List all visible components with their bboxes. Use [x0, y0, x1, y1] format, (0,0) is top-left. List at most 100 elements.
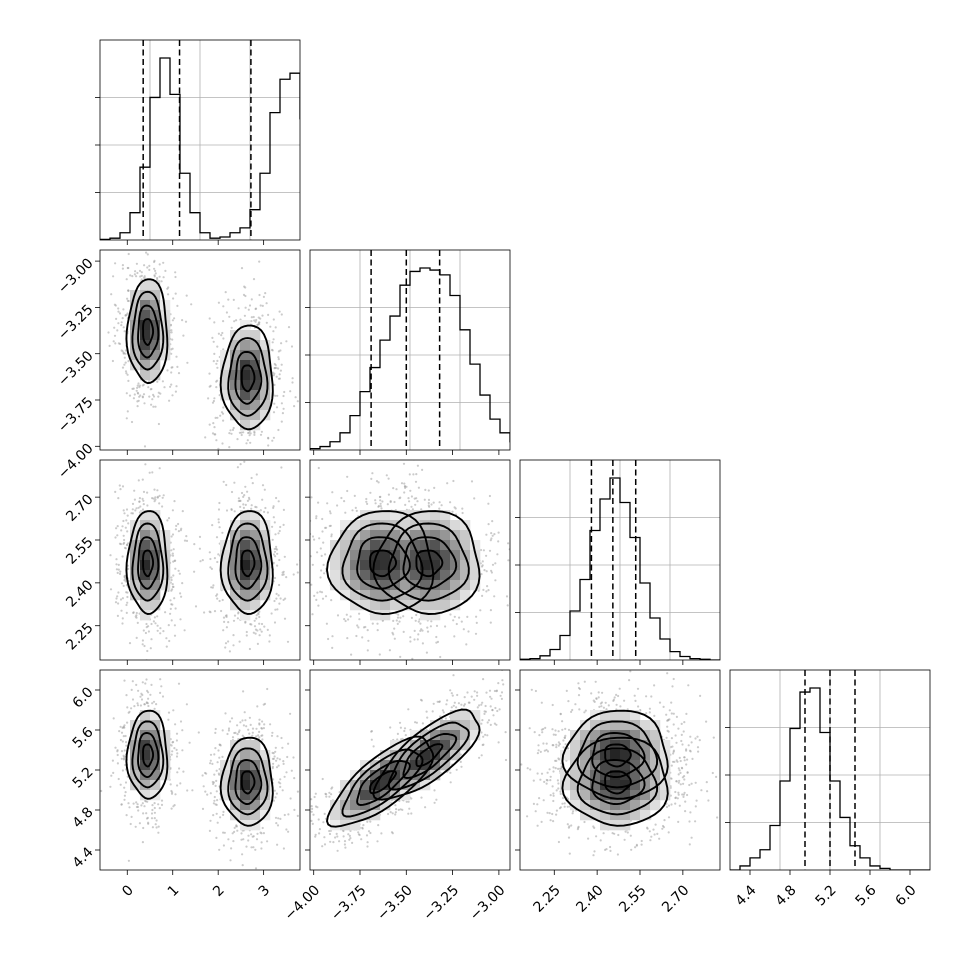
- density-cell: [240, 580, 251, 591]
- sample-point: [112, 717, 115, 720]
- x-tick-label: 0: [119, 882, 137, 900]
- sample-point: [340, 496, 343, 500]
- axes-frame: [309, 249, 511, 451]
- density-cell: [440, 760, 451, 771]
- sample-point: [126, 530, 129, 533]
- density-cell: [610, 710, 621, 721]
- density-cell: [240, 750, 251, 761]
- sample-point: [557, 730, 560, 733]
- sample-point: [319, 547, 322, 550]
- sample-point: [677, 727, 680, 730]
- sample-point: [125, 741, 128, 744]
- sample-point: [678, 756, 681, 760]
- density-cell: [660, 780, 671, 791]
- sample-point: [561, 796, 565, 800]
- sample-point: [404, 503, 407, 506]
- sample-point: [453, 635, 456, 638]
- y-tick-label: −3.50: [55, 348, 97, 390]
- sample-point: [248, 647, 251, 651]
- sample-point: [446, 482, 449, 485]
- sample-point: [533, 731, 536, 734]
- sample-point: [488, 494, 491, 498]
- density-cell: [430, 610, 441, 621]
- sample-point: [221, 442, 224, 445]
- density-cell: [410, 750, 421, 761]
- sample-point: [175, 732, 179, 735]
- sample-point: [519, 666, 521, 668]
- sample-point: [280, 736, 283, 740]
- sample-point: [367, 830, 371, 833]
- sample-point: [395, 619, 398, 622]
- density-cell: [620, 790, 631, 801]
- sample-point: [433, 436, 435, 438]
- sample-point: [481, 743, 484, 747]
- y-tick-label: −3.25: [55, 302, 97, 344]
- sample-point: [171, 585, 174, 589]
- contour-line: [227, 747, 269, 816]
- contour-line: [341, 748, 424, 818]
- density-cell: [350, 800, 361, 811]
- sample-point: [358, 612, 361, 615]
- density-cell: [140, 310, 151, 321]
- sample-point: [363, 457, 365, 459]
- sample-point: [162, 261, 165, 264]
- density-cell: [240, 390, 251, 401]
- sample-point: [230, 326, 233, 329]
- density-cell: [370, 770, 381, 781]
- density-cell: [460, 710, 471, 721]
- sample-point: [609, 845, 612, 849]
- sample-point: [153, 275, 156, 278]
- sample-point: [455, 768, 458, 771]
- sample-point: [126, 706, 129, 709]
- sample-point: [233, 830, 236, 834]
- sample-point: [230, 432, 233, 435]
- sample-point: [119, 570, 122, 573]
- sample-point: [414, 721, 417, 724]
- density-cell: [260, 780, 271, 791]
- sample-point: [219, 414, 222, 417]
- sample-point: [215, 790, 218, 793]
- sample-point: [578, 708, 581, 711]
- sample-point: [123, 724, 126, 727]
- sample-point: [117, 591, 120, 594]
- density-cell: [430, 730, 441, 741]
- sample-point: [267, 436, 270, 439]
- sample-point: [177, 530, 180, 533]
- sample-point: [254, 307, 257, 311]
- sample-point: [558, 742, 562, 746]
- sample-point: [171, 603, 174, 606]
- density-cell: [140, 520, 151, 531]
- sample-point: [310, 819, 313, 823]
- density-cell: [150, 780, 161, 791]
- sample-point: [142, 393, 146, 396]
- sample-point: [159, 691, 162, 695]
- sample-point: [633, 694, 636, 697]
- sample-point: [452, 619, 455, 622]
- sample-point: [489, 705, 492, 708]
- sample-point: [272, 762, 275, 765]
- sample-point: [561, 728, 564, 731]
- sample-point: [679, 783, 682, 786]
- density-cell: [580, 750, 591, 761]
- sample-point: [213, 795, 216, 799]
- sample-point: [561, 720, 564, 723]
- density-cell: [140, 590, 151, 601]
- density-cell: [260, 370, 271, 381]
- sample-point: [283, 555, 286, 558]
- sample-point: [617, 694, 620, 698]
- sample-point: [571, 708, 574, 712]
- density-cell: [630, 780, 641, 791]
- sample-point: [170, 366, 173, 369]
- y-tick-label: 2.55: [63, 534, 96, 567]
- sample-point: [491, 534, 494, 537]
- density-cell: [450, 580, 461, 591]
- sample-point: [271, 538, 274, 541]
- sample-point: [273, 402, 276, 405]
- density-cell: [460, 580, 471, 591]
- sample-point: [453, 701, 456, 704]
- sample-point: [278, 529, 281, 533]
- sample-point: [267, 444, 270, 447]
- contour-line: [561, 736, 669, 827]
- sample-point: [253, 430, 256, 433]
- density-cell: [620, 810, 631, 821]
